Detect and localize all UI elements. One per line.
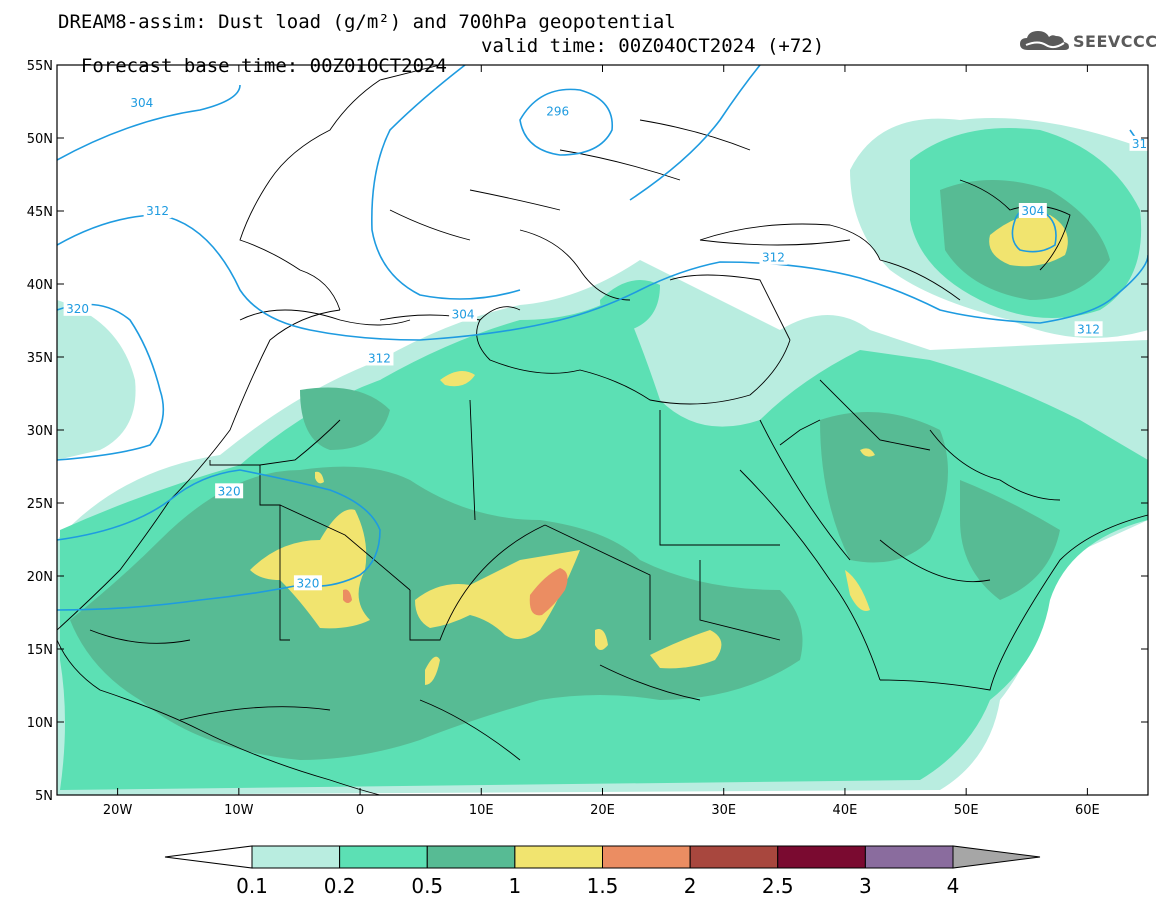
contour-320-west bbox=[57, 303, 165, 461]
colorbar-label: 2.5 bbox=[762, 874, 794, 898]
contour-label-bg bbox=[293, 575, 322, 591]
lat-tick-label: 25N bbox=[27, 497, 53, 512]
contour-label: 304 bbox=[452, 308, 475, 322]
colorbar-segment bbox=[251, 845, 341, 869]
contour-label: 320 bbox=[296, 576, 319, 590]
coastlines bbox=[57, 65, 1148, 795]
lat-tick-label: 15N bbox=[27, 643, 53, 658]
lon-tick-label: 10E bbox=[469, 803, 494, 818]
base-time: Forecast base time: 00Z01OCT2024 bbox=[80, 55, 447, 77]
lat-tick-label: 20N bbox=[27, 570, 53, 585]
contour-label: 31 bbox=[1132, 137, 1147, 151]
latitude-axis: 55N 50N 45N 40N 35N 30N 25N 20N 15N 10N 5N bbox=[27, 59, 1148, 804]
cloud-icon bbox=[1020, 31, 1069, 50]
lon-tick-label: 40E bbox=[833, 803, 858, 818]
longitude-axis: 20W 10W 0 10E 20E 30E 40E 50E 60E bbox=[103, 65, 1100, 818]
colorbar-label: 1.5 bbox=[587, 874, 619, 898]
colorbar-segment bbox=[602, 845, 691, 869]
contour-label: 320 bbox=[218, 484, 241, 498]
lon-tick-label: 0 bbox=[356, 803, 364, 818]
lon-tick-label: 20W bbox=[103, 803, 133, 818]
contour-label-bg bbox=[1018, 203, 1047, 218]
contour-label: 296 bbox=[546, 105, 569, 119]
colorbar-label: 3 bbox=[859, 874, 872, 898]
contour-label: 312 bbox=[762, 251, 785, 265]
dust-level-1 bbox=[250, 214, 1068, 685]
contour-label: 320 bbox=[66, 302, 89, 316]
colorbar-label: 1 bbox=[509, 874, 522, 898]
lat-tick-label: 10N bbox=[27, 716, 53, 731]
colorbar-label: 0.5 bbox=[411, 874, 443, 898]
contour-296 bbox=[519, 88, 613, 156]
contour-label-bg bbox=[127, 94, 156, 110]
contour-label-bg bbox=[543, 103, 572, 119]
lon-tick-label: 60E bbox=[1075, 803, 1100, 818]
contour-label: 312 bbox=[146, 204, 169, 218]
colorbar-segment bbox=[426, 845, 516, 869]
colorbar-segment bbox=[777, 845, 866, 869]
contour-label: 312 bbox=[1077, 322, 1100, 336]
contour-label: 312 bbox=[368, 351, 391, 365]
contour-label-bg bbox=[143, 203, 172, 218]
contour-312-central bbox=[419, 254, 1148, 341]
lat-tick-label: 30N bbox=[27, 424, 53, 439]
contour-304-north bbox=[57, 84, 241, 161]
contour-label-bg bbox=[215, 483, 244, 499]
lon-tick-label: 30E bbox=[711, 803, 736, 818]
lat-tick-label: 55N bbox=[27, 59, 53, 74]
lat-tick-label: 40N bbox=[27, 278, 53, 293]
colorbar-label: 4 bbox=[947, 874, 960, 898]
contour-304-upper bbox=[629, 65, 761, 201]
contour-312-west bbox=[57, 214, 421, 341]
valid-time: valid time: 00Z04OCT2024 (+72) bbox=[481, 35, 825, 57]
lat-tick-label: 35N bbox=[27, 351, 53, 366]
logo-text: SEEVCCC bbox=[1073, 31, 1158, 51]
geopotential-contours bbox=[57, 65, 1148, 611]
colorbar-segment bbox=[514, 845, 603, 869]
contour-label-bg bbox=[365, 350, 394, 366]
contour-label: 304 bbox=[1021, 204, 1044, 218]
colorbar-label: 2 bbox=[684, 874, 697, 898]
lat-tick-label: 5N bbox=[35, 789, 53, 804]
seevccc-logo: SEEVCCC bbox=[1018, 28, 1158, 54]
map-title: DREAM8-assim: Dust load (g/m²) and 700hP… bbox=[58, 11, 676, 33]
colorbar-label: 0.1 bbox=[236, 874, 268, 898]
lon-tick-label: 20E bbox=[590, 803, 615, 818]
contour-label-bg bbox=[63, 300, 92, 316]
colorbar-segment bbox=[339, 845, 428, 869]
colorbar-segment bbox=[689, 845, 779, 869]
colorbar-high-arrow bbox=[952, 845, 1041, 869]
colorbar-label: 0.2 bbox=[324, 874, 356, 898]
contour-label-bg bbox=[759, 249, 788, 265]
contour-label-bg bbox=[1129, 135, 1150, 151]
contour-label: 304 bbox=[130, 96, 153, 110]
contour-320-south bbox=[57, 469, 381, 611]
contour-label-bg bbox=[449, 306, 478, 322]
forecast-times: Forecast base time: 00Z01OCT2024 valid t… bbox=[58, 36, 824, 96]
dust-load-field bbox=[57, 118, 1148, 795]
contour-304-mid bbox=[371, 65, 521, 300]
colorbar-segment bbox=[864, 845, 954, 869]
country-borders bbox=[89, 119, 991, 761]
lat-tick-label: 45N bbox=[27, 205, 53, 220]
contour-label-bg bbox=[1074, 321, 1103, 337]
colorbar-low-arrow bbox=[164, 845, 253, 869]
lon-tick-label: 10W bbox=[224, 803, 254, 818]
lat-tick-label: 50N bbox=[27, 132, 53, 147]
dust-level-1.5 bbox=[343, 568, 568, 616]
lon-tick-label: 50E bbox=[954, 803, 979, 818]
contour-labels: 304 296 312 320 304 312 312 304 312 31 320 320 bbox=[63, 94, 1150, 591]
colorbar: 0.1 0.2 0.5 1 1.5 2 2.5 3 4 bbox=[164, 845, 1041, 898]
